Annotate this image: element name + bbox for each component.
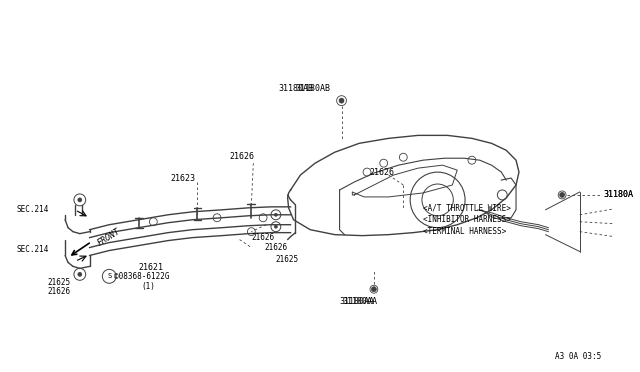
Text: (1): (1) — [141, 282, 156, 291]
Text: 21626: 21626 — [264, 243, 287, 252]
Text: 21625: 21625 — [47, 278, 70, 287]
Text: 31180AA: 31180AA — [342, 296, 378, 306]
Text: 21625: 21625 — [276, 255, 299, 264]
Text: 31180A: 31180A — [604, 190, 633, 199]
Text: SEC.214: SEC.214 — [16, 205, 49, 214]
Circle shape — [370, 285, 378, 293]
Text: 31180AA: 31180AA — [340, 296, 374, 306]
Circle shape — [275, 225, 277, 228]
Circle shape — [340, 99, 343, 102]
Text: 21626: 21626 — [229, 152, 254, 161]
Circle shape — [371, 287, 376, 292]
Text: 21623: 21623 — [170, 174, 195, 183]
Text: <TERMINAL HARNESS>: <TERMINAL HARNESS> — [423, 227, 506, 236]
Text: A3 0A 03:5: A3 0A 03:5 — [556, 352, 602, 361]
Text: FRONT: FRONT — [95, 227, 122, 248]
Circle shape — [372, 288, 376, 291]
Text: 31180A: 31180A — [604, 190, 633, 199]
Text: ©08368-6122G: ©08368-6122G — [114, 272, 170, 281]
Circle shape — [339, 98, 344, 103]
Text: <A/T THROTTLE WIRE>: <A/T THROTTLE WIRE> — [423, 203, 511, 212]
Text: SEC.214: SEC.214 — [16, 245, 49, 254]
Circle shape — [561, 193, 564, 196]
Text: S: S — [107, 273, 111, 279]
Circle shape — [558, 191, 566, 199]
Circle shape — [275, 213, 277, 216]
Text: 31180AB: 31180AB — [296, 84, 330, 93]
Text: 21626: 21626 — [47, 287, 70, 296]
Text: 21626: 21626 — [369, 168, 394, 177]
Circle shape — [337, 96, 346, 106]
Text: 21621: 21621 — [139, 263, 164, 272]
Circle shape — [78, 272, 82, 276]
Text: 31180AB: 31180AB — [278, 84, 313, 93]
Circle shape — [78, 198, 82, 202]
Text: 21626: 21626 — [252, 233, 275, 242]
Text: <INHIBITOR HARNESS>: <INHIBITOR HARNESS> — [423, 215, 511, 224]
Circle shape — [559, 192, 564, 198]
